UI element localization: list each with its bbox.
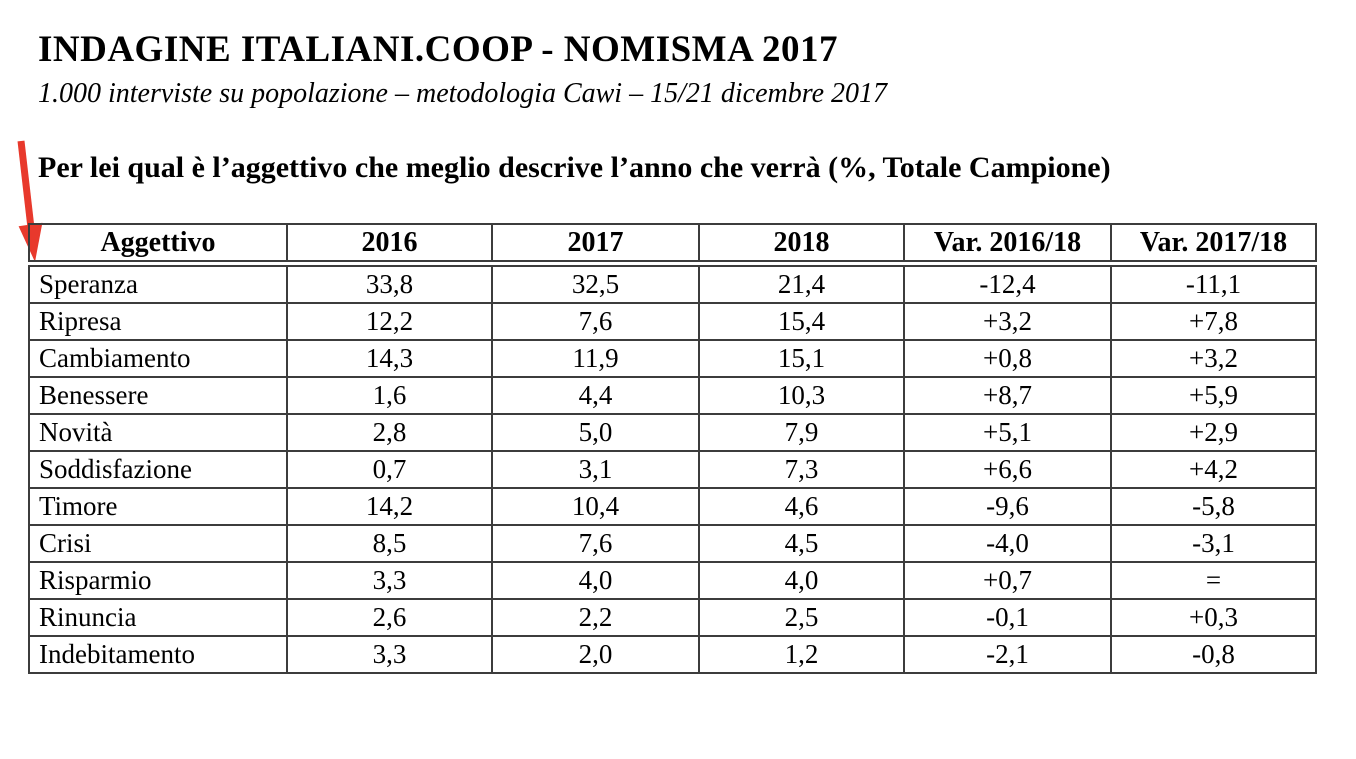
cell-value: 14,3 [286,339,493,378]
cell-value: 10,4 [491,487,700,526]
cell-value: 4,5 [698,524,905,563]
cell-value: 33,8 [286,262,493,304]
cell-value: +8,7 [903,376,1112,415]
row-label: Crisi [28,524,288,563]
cell-value: 15,1 [698,339,905,378]
cell-value: 7,6 [491,524,700,563]
table-row: Timore 14,2 10,4 4,6 -9,6 -5,8 [28,487,1317,526]
cell-value: 7,6 [491,302,700,341]
cell-value: 3,3 [286,635,493,674]
cell-value: +0,7 [903,561,1112,600]
cell-value: -0,8 [1110,635,1317,674]
question-heading: Per lei qual è l’aggettivo che meglio de… [38,151,1111,184]
data-table: Aggettivo 2016 2017 2018 Var. 2016/18 Var. 20… [28,223,1317,674]
cell-value: 4,4 [491,376,700,415]
column-header: 2017 [491,223,700,267]
row-label: Speranza [28,262,288,304]
table-body: Speranza 33,8 32,5 21,4 -12,4 -11,1 Ripresa 12,… [28,262,1317,674]
row-label: Benessere [28,376,288,415]
table-header-row: Aggettivo 2016 2017 2018 Var. 2016/18 Var. 20… [28,223,1317,267]
table-row: Speranza 33,8 32,5 21,4 -12,4 -11,1 [28,262,1317,304]
column-header: 2016 [286,223,493,267]
cell-value: 4,0 [491,561,700,600]
cell-value: 3,3 [286,561,493,600]
row-label: Timore [28,487,288,526]
cell-value: -11,1 [1110,262,1317,304]
cell-value: -0,1 [903,598,1112,637]
cell-value: +0,3 [1110,598,1317,637]
cell-value: 3,1 [491,450,700,489]
cell-value: 32,5 [491,262,700,304]
cell-value: +0,8 [903,339,1112,378]
table-row: Soddisfazione 0,7 3,1 7,3 +6,6 +4,2 [28,450,1317,489]
cell-value: 0,7 [286,450,493,489]
cell-value: +6,6 [903,450,1112,489]
row-label: Risparmio [28,561,288,600]
cell-value: 8,5 [286,524,493,563]
page-subtitle: 1.000 interviste su popolazione – metodo… [38,78,888,109]
cell-value: 5,0 [491,413,700,452]
table-row: Ripresa 12,2 7,6 15,4 +3,2 +7,8 [28,302,1317,341]
cell-value: +2,9 [1110,413,1317,452]
cell-value: +4,2 [1110,450,1317,489]
row-label: Cambiamento [28,339,288,378]
table-row: Novità 2,8 5,0 7,9 +5,1 +2,9 [28,413,1317,452]
cell-value: 11,9 [491,339,700,378]
row-label: Rinuncia [28,598,288,637]
cell-value: 4,6 [698,487,905,526]
cell-value: 10,3 [698,376,905,415]
cell-value: = [1110,561,1317,600]
cell-value: 7,3 [698,450,905,489]
cell-value: +3,2 [903,302,1112,341]
column-header: Aggettivo [28,223,288,267]
cell-value: 2,0 [491,635,700,674]
cell-value: -3,1 [1110,524,1317,563]
cell-value: +5,1 [903,413,1112,452]
cell-value: -4,0 [903,524,1112,563]
table-row: Benessere 1,6 4,4 10,3 +8,7 +5,9 [28,376,1317,415]
cell-value: +7,8 [1110,302,1317,341]
cell-value: 14,2 [286,487,493,526]
cell-value: -9,6 [903,487,1112,526]
cell-value: 2,2 [491,598,700,637]
cell-value: 7,9 [698,413,905,452]
row-label: Ripresa [28,302,288,341]
cell-value: 4,0 [698,561,905,600]
column-header: Var. 2017/18 [1110,223,1317,267]
table-row: Indebitamento 3,3 2,0 1,2 -2,1 -0,8 [28,635,1317,674]
cell-value: 15,4 [698,302,905,341]
column-header: 2018 [698,223,905,267]
cell-value: +5,9 [1110,376,1317,415]
table-row: Rinuncia 2,6 2,2 2,5 -0,1 +0,3 [28,598,1317,637]
cell-value: 2,5 [698,598,905,637]
cell-value: -2,1 [903,635,1112,674]
cell-value: 12,2 [286,302,493,341]
cell-value: -5,8 [1110,487,1317,526]
cell-value: 2,8 [286,413,493,452]
table-row: Cambiamento 14,3 11,9 15,1 +0,8 +3,2 [28,339,1317,378]
cell-value: 1,2 [698,635,905,674]
cell-value: +3,2 [1110,339,1317,378]
table-row: Crisi 8,5 7,6 4,5 -4,0 -3,1 [28,524,1317,563]
cell-value: -12,4 [903,262,1112,304]
row-label: Soddisfazione [28,450,288,489]
table-row: Risparmio 3,3 4,0 4,0 +0,7 = [28,561,1317,600]
row-label: Indebitamento [28,635,288,674]
row-label: Novità [28,413,288,452]
cell-value: 1,6 [286,376,493,415]
cell-value: 2,6 [286,598,493,637]
column-header: Var. 2016/18 [903,223,1112,267]
page-title: INDAGINE ITALIANI.COOP - NOMISMA 2017 [38,29,839,70]
cell-value: 21,4 [698,262,905,304]
